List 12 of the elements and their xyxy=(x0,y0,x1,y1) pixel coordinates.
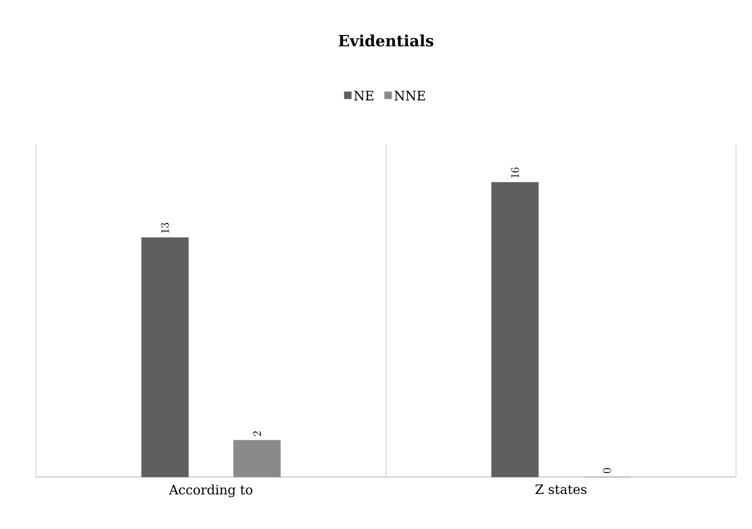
data-label: 16 xyxy=(510,168,520,178)
x-tick-label: Z states xyxy=(535,484,586,494)
data-label: 2 xyxy=(252,431,261,436)
data-label: 0 xyxy=(602,468,612,474)
legend-label: NNE xyxy=(394,90,425,101)
bar xyxy=(233,440,281,478)
bar xyxy=(141,237,189,478)
x-tick-label: According to xyxy=(168,484,252,498)
chart-title: Evidentials xyxy=(338,34,434,46)
legend-label: NE xyxy=(354,90,374,101)
data-label: 13 xyxy=(160,222,170,233)
bar xyxy=(491,182,539,478)
